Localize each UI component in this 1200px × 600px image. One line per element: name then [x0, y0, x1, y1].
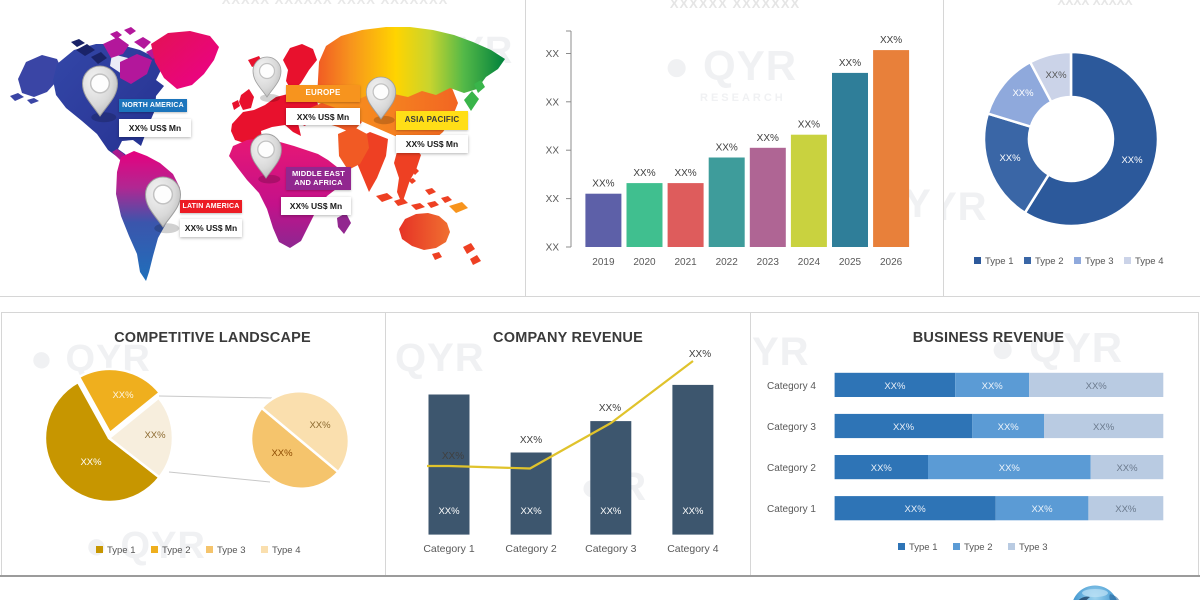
svg-text:2022: 2022	[716, 257, 739, 268]
svg-text:Type 2: Type 2	[1035, 256, 1064, 267]
svg-text:Type 1: Type 1	[985, 256, 1014, 267]
svg-text:XX%: XX%	[309, 420, 331, 431]
svg-text:Category 3: Category 3	[585, 543, 637, 555]
svg-text:Type 3: Type 3	[1019, 542, 1048, 553]
svg-text:Type 4: Type 4	[1135, 256, 1164, 267]
svg-text:XX%: XX%	[884, 381, 906, 392]
svg-text:XX%: XX%	[682, 506, 704, 517]
svg-text:XX%: XX%	[442, 451, 464, 462]
svg-text:2026: 2026	[880, 257, 903, 268]
svg-text:XX%: XX%	[871, 463, 893, 474]
svg-text:Category 4: Category 4	[767, 381, 816, 392]
svg-text:XX%: XX%	[674, 168, 696, 179]
svg-text:XX%: XX%	[1086, 381, 1108, 392]
svg-text:XX%: XX%	[689, 349, 711, 360]
svg-text:XX%: XX%	[112, 390, 134, 401]
svg-text:XX%: XX%	[592, 179, 614, 190]
svg-text:Category 2: Category 2	[767, 463, 816, 474]
svg-text:XX%: XX%	[880, 35, 902, 46]
svg-text:XX%: XX%	[893, 422, 915, 433]
svg-text:Type 3: Type 3	[217, 545, 246, 556]
svg-text:XX: XX	[546, 146, 560, 157]
svg-text:Type 3: Type 3	[1085, 256, 1114, 267]
svg-text:XX%: XX%	[521, 506, 543, 517]
svg-text:Category 4: Category 4	[667, 543, 719, 555]
svg-text:XX%: XX%	[798, 120, 820, 131]
svg-text:2019: 2019	[592, 257, 615, 268]
svg-text:XX%: XX%	[438, 506, 460, 517]
svg-text:XX%: XX%	[999, 153, 1021, 164]
svg-text:2023: 2023	[757, 257, 780, 268]
svg-text:XX%: XX%	[1012, 88, 1034, 99]
svg-text:XX%: XX%	[520, 435, 542, 446]
svg-text:XX%: XX%	[1031, 504, 1053, 515]
svg-text:Category 2: Category 2	[505, 543, 557, 555]
svg-text:XX%: XX%	[999, 463, 1021, 474]
svg-text:Type 1: Type 1	[909, 542, 938, 553]
svg-text:XX%: XX%	[839, 58, 861, 69]
svg-text:XX: XX	[546, 49, 560, 60]
svg-text:XX%: XX%	[905, 504, 927, 515]
svg-text:XX%: XX%	[716, 143, 738, 154]
svg-text:XX%: XX%	[1045, 70, 1067, 81]
svg-text:XX%: XX%	[271, 448, 293, 459]
svg-text:2024: 2024	[798, 257, 821, 268]
svg-text:XX%: XX%	[633, 168, 655, 179]
svg-text:XX%: XX%	[144, 430, 166, 441]
svg-text:XX: XX	[546, 243, 560, 254]
svg-text:XX%: XX%	[757, 133, 779, 144]
svg-text:Category 1: Category 1	[767, 504, 816, 515]
svg-text:XX%: XX%	[599, 403, 621, 414]
svg-text:XX%: XX%	[998, 422, 1020, 433]
svg-text:XX%: XX%	[1116, 463, 1138, 474]
svg-text:2020: 2020	[633, 257, 656, 268]
svg-text:XX: XX	[546, 97, 560, 108]
svg-text:XX: XX	[546, 194, 560, 205]
svg-text:XX%: XX%	[80, 457, 102, 468]
svg-text:Type 1: Type 1	[107, 545, 136, 556]
svg-text:XX%: XX%	[1093, 422, 1115, 433]
svg-text:Type 4: Type 4	[272, 545, 301, 556]
svg-text:XX%: XX%	[600, 506, 622, 517]
svg-text:Category 3: Category 3	[767, 422, 816, 433]
svg-text:Type 2: Type 2	[964, 542, 993, 553]
svg-text:XX%: XX%	[1121, 155, 1143, 166]
svg-text:Type 2: Type 2	[162, 545, 191, 556]
svg-text:2025: 2025	[839, 257, 862, 268]
svg-text:Category 1: Category 1	[423, 543, 475, 555]
svg-text:XX%: XX%	[1115, 504, 1137, 515]
svg-text:2021: 2021	[674, 257, 697, 268]
svg-text:XX%: XX%	[982, 381, 1004, 392]
